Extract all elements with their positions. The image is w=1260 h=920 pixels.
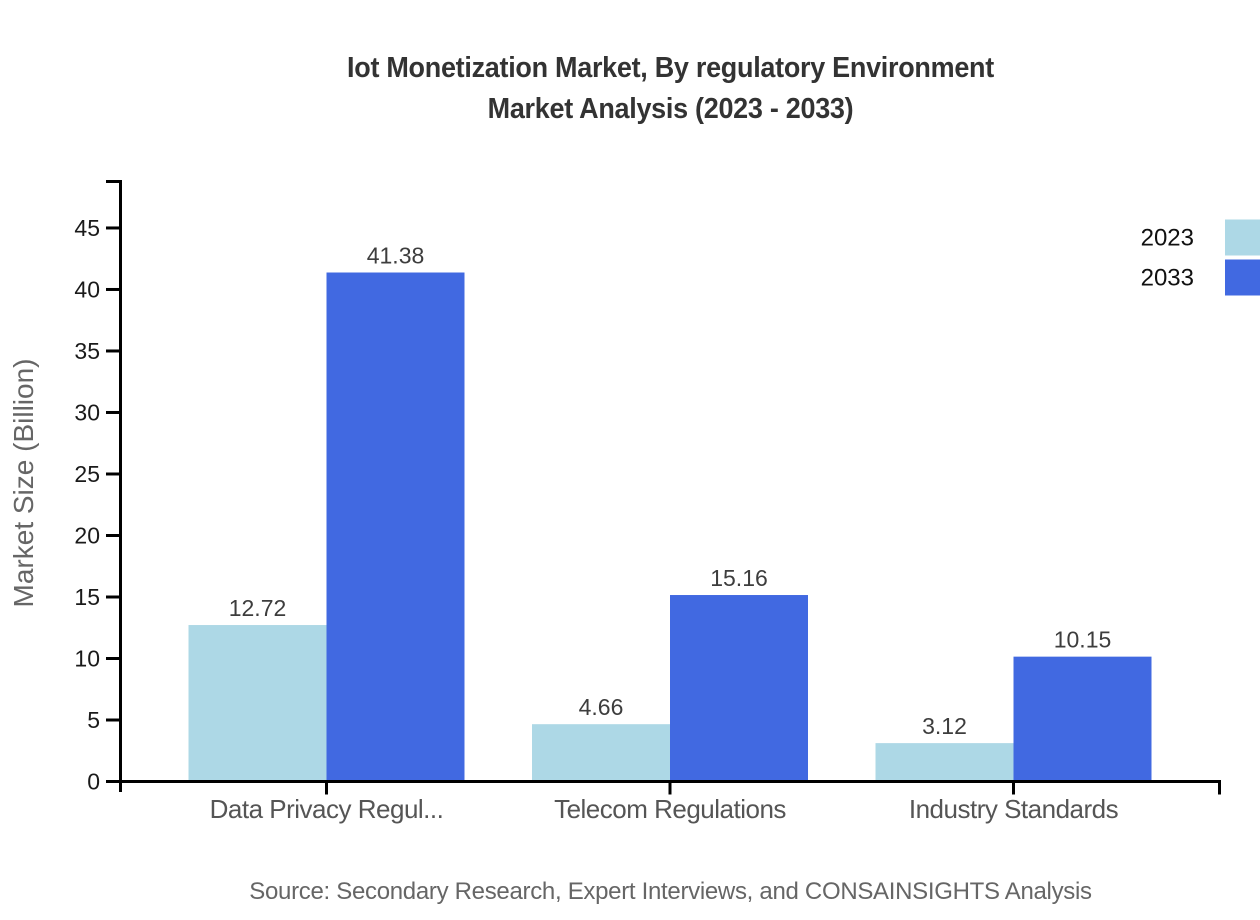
y-tick-label: 30: [74, 399, 100, 425]
y-tick-label: 20: [74, 522, 100, 548]
y-tick-label: 15: [74, 584, 100, 610]
bar-2023-1: [532, 724, 670, 782]
bar-2033-0: [326, 272, 465, 782]
y-tick-label: 25: [74, 461, 100, 487]
bar-value-label: 4.66: [579, 694, 624, 720]
legend-swatch-2023: [1225, 219, 1260, 256]
source-note: Source: Secondary Research, Expert Inter…: [249, 878, 1092, 905]
x-category-label: Telecom Regulations: [554, 794, 786, 824]
legend-label-2033: 2033: [1141, 265, 1194, 292]
legend-swatch-2033: [1225, 259, 1260, 296]
chart-title-line2: Market Analysis (2023 - 2033): [487, 93, 854, 125]
y-tick-label: 0: [87, 769, 100, 795]
y-tick-label: 40: [74, 276, 100, 302]
bar-2033-1: [670, 595, 808, 782]
bar-2023-0: [188, 625, 327, 782]
x-category-label: Industry Standards: [909, 794, 1119, 824]
bar-value-label: 41.38: [367, 243, 425, 269]
bar-2023-2: [875, 743, 1014, 782]
y-tick-label: 5: [87, 707, 100, 733]
y-tick-label: 45: [74, 215, 100, 241]
y-tick-label: 10: [74, 645, 100, 671]
bar-value-label: 15.16: [710, 565, 768, 591]
chart-title: Iot Monetization Market, By regulatory E…: [159, 48, 1183, 130]
chart-title-line1: Iot Monetization Market, By regulatory E…: [347, 52, 994, 84]
x-category-label: Data Privacy Regul...: [210, 794, 444, 824]
legend-label-2023: 2023: [1141, 225, 1194, 252]
y-axis-title: Market Size (Billion): [8, 359, 39, 608]
y-tick-label: 35: [74, 338, 100, 364]
bar-value-label: 10.15: [1054, 627, 1112, 653]
bar-value-label: 12.72: [229, 595, 287, 621]
bar-2033-2: [1013, 656, 1152, 782]
bar-value-label: 3.12: [922, 713, 967, 739]
